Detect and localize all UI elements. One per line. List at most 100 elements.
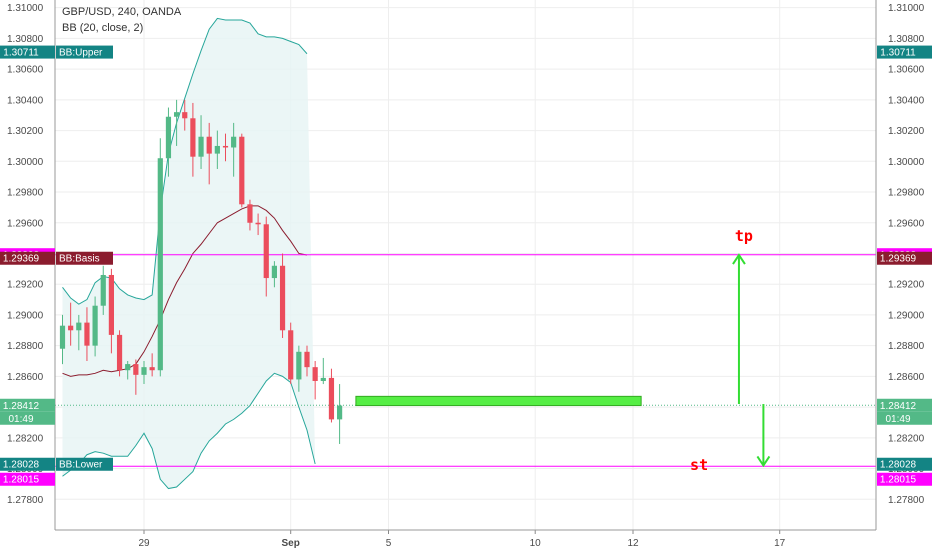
x-tick-label: 5 bbox=[386, 538, 392, 549]
price-label: 1.28028 bbox=[880, 460, 917, 471]
y-tick-left: 1.29600 bbox=[7, 218, 44, 229]
bb-tag-bg bbox=[56, 251, 113, 265]
price-label: 01:49 bbox=[8, 414, 33, 425]
candle-down bbox=[304, 351, 310, 368]
candle-up bbox=[296, 351, 302, 380]
price-label: 1.28412 bbox=[3, 401, 40, 412]
price-label-bg bbox=[877, 457, 932, 471]
y-tick-right: 1.30200 bbox=[888, 126, 925, 137]
candle-down bbox=[149, 367, 155, 371]
candle-up bbox=[174, 112, 180, 117]
y-tick-left: 1.30800 bbox=[7, 34, 44, 45]
y-tick-left: 1.30200 bbox=[7, 126, 44, 137]
candle-down bbox=[182, 112, 188, 119]
y-tick-left: 1.30600 bbox=[7, 65, 44, 76]
price-label-bg bbox=[877, 251, 932, 265]
x-tick-label: 12 bbox=[627, 538, 639, 549]
price-label-bg bbox=[877, 398, 932, 412]
bb-tag-bg bbox=[56, 457, 113, 471]
position-box bbox=[355, 395, 642, 407]
candle-up bbox=[100, 274, 106, 306]
candle-down bbox=[255, 222, 261, 225]
candle-down bbox=[108, 274, 114, 335]
y-tick-left: 1.28600 bbox=[7, 372, 44, 383]
candle-up bbox=[337, 405, 343, 420]
bb-lower-line bbox=[62, 372, 316, 490]
price-label-bg bbox=[0, 45, 55, 59]
y-tick-right: 1.28200 bbox=[888, 433, 925, 444]
price-label-bg bbox=[877, 411, 932, 425]
bb-tag-label: BB:Upper bbox=[59, 48, 103, 59]
candle-up bbox=[141, 367, 147, 375]
y-tick-right: 1.31000 bbox=[888, 3, 925, 14]
candle-down bbox=[239, 136, 245, 205]
candle-down bbox=[133, 364, 139, 375]
y-tick-left: 1.31000 bbox=[7, 3, 44, 14]
candle-up bbox=[157, 158, 163, 371]
st-arrow-head bbox=[756, 455, 771, 468]
candles bbox=[59, 99, 343, 444]
candle-up bbox=[59, 325, 66, 349]
price-label-bg bbox=[0, 251, 55, 265]
candle-down bbox=[222, 145, 229, 148]
price-label-bg bbox=[877, 472, 932, 486]
y-tick-right: 1.29200 bbox=[888, 280, 925, 291]
candle-down bbox=[279, 265, 286, 331]
bb-tag-label: BB:Basis bbox=[59, 254, 100, 265]
price-label: 1.28015 bbox=[3, 475, 40, 486]
bb-basis-line bbox=[62, 205, 308, 377]
y-tick-left: 1.28200 bbox=[7, 433, 44, 444]
candle-down bbox=[68, 325, 74, 331]
candle-up bbox=[271, 265, 277, 279]
candle-down bbox=[116, 334, 123, 371]
y-tick-right: 1.30000 bbox=[888, 157, 925, 168]
y-tick-left: 1.29000 bbox=[7, 310, 44, 321]
y-tick-left: 1.30400 bbox=[7, 95, 44, 106]
candle-down bbox=[190, 118, 196, 157]
y-tick-left: 1.29800 bbox=[7, 188, 44, 199]
y-tick-left: 1.28800 bbox=[7, 341, 44, 352]
candle-down bbox=[84, 322, 90, 346]
price-label-bg bbox=[0, 411, 55, 425]
tp-arrow-head bbox=[732, 253, 746, 265]
bb-tag-bg bbox=[56, 45, 113, 59]
candle-up bbox=[198, 136, 204, 157]
y-tick-right: 1.30800 bbox=[888, 34, 925, 45]
price-label: 1.29369 bbox=[3, 254, 40, 265]
price-label: 01:49 bbox=[885, 414, 910, 425]
annotation-st: st bbox=[690, 456, 708, 474]
candle-down bbox=[206, 136, 212, 154]
price-label-bg bbox=[0, 472, 55, 486]
candle-up bbox=[165, 116, 172, 159]
price-label: 1.28015 bbox=[880, 475, 917, 486]
y-tick-right: 1.29800 bbox=[888, 188, 925, 199]
y-tick-right: 1.28600 bbox=[888, 372, 925, 383]
y-tick-left: 1.30000 bbox=[7, 157, 44, 168]
price-label: 1.30711 bbox=[880, 48, 916, 59]
arrows bbox=[732, 253, 771, 468]
x-tick-label: 29 bbox=[138, 538, 150, 549]
candle-up bbox=[231, 136, 237, 148]
y-tick-right: 1.27800 bbox=[888, 495, 925, 506]
y-tick-right: 1.28800 bbox=[888, 341, 925, 352]
y-tick-right: 1.30600 bbox=[888, 65, 925, 76]
candle-down bbox=[312, 367, 318, 381]
candle-up bbox=[125, 364, 131, 371]
price-label: 1.28028 bbox=[3, 460, 40, 471]
x-tick-label: Sep bbox=[282, 538, 300, 549]
annotation-tp: tp bbox=[735, 227, 753, 245]
price-label-bg bbox=[877, 45, 932, 59]
price-label-bg bbox=[0, 457, 55, 471]
price-label: 1.29369 bbox=[880, 254, 917, 265]
y-tick-right: 1.29600 bbox=[888, 218, 925, 229]
y-tick-left: 1.29200 bbox=[7, 280, 44, 291]
candle-down bbox=[288, 330, 294, 380]
bb-fill bbox=[62, 18, 316, 489]
price-label: 1.28412 bbox=[880, 401, 917, 412]
candle-up bbox=[92, 305, 98, 346]
price-label-bg bbox=[0, 398, 55, 412]
price-label: 1.30711 bbox=[3, 48, 39, 59]
x-tick-label: 10 bbox=[530, 538, 542, 549]
y-tick-right: 1.30400 bbox=[888, 95, 925, 106]
